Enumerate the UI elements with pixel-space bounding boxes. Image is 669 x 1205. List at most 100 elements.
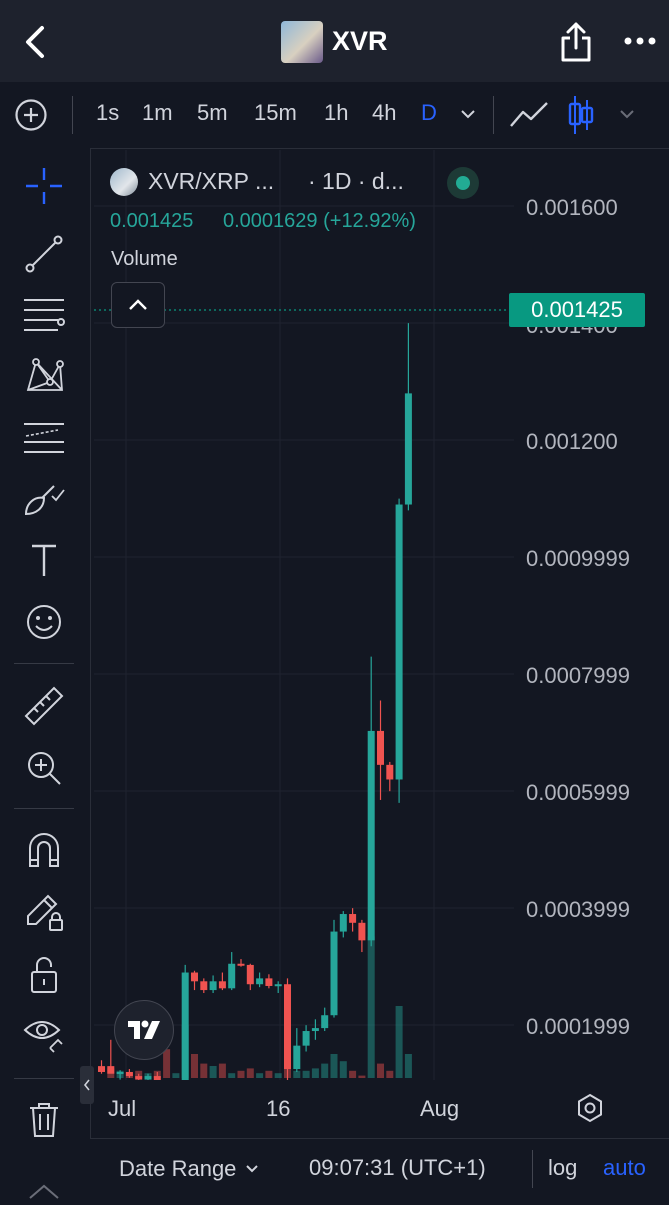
candle-body <box>321 1015 329 1029</box>
auto-scale-toggle[interactable]: auto <box>603 1155 646 1180</box>
volume-bar <box>209 1066 217 1078</box>
symbol-legend[interactable]: XVR/XRP ... · 1D · d... <box>110 166 490 200</box>
candle-body <box>135 1076 143 1080</box>
y-tick-label: 0.0001999 <box>526 1014 630 1039</box>
emoji-tool[interactable] <box>20 600 68 644</box>
lock-drawings-tool[interactable] <box>20 890 68 934</box>
candle-body <box>293 1045 301 1070</box>
timeframe-toolbar <box>0 82 669 149</box>
hide-drawings-tool[interactable] <box>20 1012 68 1056</box>
chart-type-dropdown[interactable] <box>617 104 637 124</box>
crosshair-tool[interactable] <box>20 164 68 208</box>
timeframe-1s[interactable]: 1s <box>96 100 120 125</box>
price-chart[interactable] <box>94 150 669 1080</box>
pencil-lock-icon <box>27 894 63 931</box>
candle-body <box>237 963 245 966</box>
collapse-legend-button[interactable] <box>111 282 165 328</box>
candle-body <box>228 963 236 989</box>
trash-icon <box>30 1103 58 1137</box>
timeframe-dropdown[interactable] <box>458 104 478 124</box>
fib-retracement-tool[interactable] <box>20 292 68 336</box>
volume-bar <box>330 1054 338 1078</box>
trend-line-tool[interactable] <box>20 232 68 276</box>
symbol-legend-avatar <box>110 168 138 196</box>
timeframe-4h[interactable]: 4h <box>372 100 397 125</box>
toolbar-separator <box>14 808 74 809</box>
candle-body <box>367 730 375 941</box>
market-status-dot <box>447 167 479 199</box>
text-icon <box>32 544 56 576</box>
brush-tool[interactable] <box>20 476 68 520</box>
delete-drawings-tool[interactable] <box>20 1098 68 1142</box>
interval-label: · 1D · d... <box>308 168 404 194</box>
x-tick-label: 16 <box>266 1096 291 1121</box>
candles-chart-button[interactable] <box>566 94 596 136</box>
toolbar-divider <box>493 96 494 134</box>
candle-body <box>404 393 412 505</box>
candle-body <box>200 981 208 991</box>
zoom-tool[interactable] <box>20 746 68 790</box>
y-tick-label: 0.0007999 <box>526 663 630 688</box>
pattern-tool[interactable] <box>20 354 68 398</box>
volume-bar <box>265 1070 273 1078</box>
bottom-toolbar <box>90 1138 669 1201</box>
clock-timezone[interactable]: 09:07:31 (UTC+1) <box>309 1155 486 1180</box>
candle-body <box>98 1066 105 1072</box>
volume-bar <box>349 1070 357 1078</box>
candle-body <box>358 922 366 941</box>
candle-body <box>339 914 347 932</box>
candle-body <box>284 984 291 1070</box>
timeframe-1h[interactable]: 1h <box>324 100 349 125</box>
line-chart-button[interactable] <box>508 98 550 132</box>
timeframe-15m[interactable]: 15m <box>254 100 297 125</box>
volume-bar <box>367 936 375 1078</box>
chevron-down-icon <box>461 110 475 119</box>
volume-bar <box>358 1075 366 1078</box>
trend-line-icon <box>25 235 63 273</box>
volume-bar <box>191 1054 198 1078</box>
candle-body <box>191 972 198 982</box>
bottom-divider <box>532 1150 533 1188</box>
x-tick-label: Aug <box>420 1096 460 1121</box>
volume-bar <box>218 1063 226 1078</box>
unlock-icon <box>31 957 57 993</box>
back-button[interactable] <box>18 22 54 62</box>
top-app-bar: XVR <box>0 0 669 82</box>
candle-body <box>330 931 338 1016</box>
volume-bar <box>256 1073 264 1078</box>
text-tool[interactable] <box>20 538 68 582</box>
chevron-down-icon <box>246 1165 259 1173</box>
pattern-icon <box>26 358 64 391</box>
log-scale-toggle[interactable]: log <box>548 1155 578 1180</box>
collapse-toolbar-handle[interactable] <box>80 1066 94 1104</box>
forecasting-tool[interactable] <box>20 416 68 460</box>
measure-tool[interactable] <box>20 684 68 728</box>
volume-bar <box>293 1070 301 1078</box>
timeframe-d[interactable]: D <box>421 100 437 125</box>
magnet-tool[interactable] <box>20 828 68 872</box>
forecast-icon <box>24 423 64 453</box>
y-tick-label: 0.0003999 <box>526 897 630 922</box>
candle-body <box>107 1066 115 1074</box>
fib-retracement-icon <box>24 299 65 331</box>
candle-body <box>246 964 254 985</box>
volume-bar <box>395 1006 403 1078</box>
y-tick-label: 0.001600 <box>526 195 618 220</box>
chart-settings-button[interactable] <box>574 1092 606 1124</box>
unlock-tool[interactable] <box>20 952 68 996</box>
candle-body <box>265 978 273 986</box>
expand-toolbar-button[interactable] <box>20 1178 68 1200</box>
brush-icon <box>24 485 65 516</box>
add-indicator-button[interactable] <box>14 98 48 132</box>
more-button[interactable] <box>622 30 658 52</box>
timeframe-5m[interactable]: 5m <box>197 100 228 125</box>
candle-body <box>153 1076 161 1080</box>
tradingview-logo[interactable] <box>114 1000 174 1060</box>
timeframe-1m[interactable]: 1m <box>142 100 173 125</box>
tradingview-icon <box>128 1020 160 1039</box>
volume-bar <box>302 1070 310 1078</box>
date-range-button[interactable]: Date Range <box>119 1155 260 1183</box>
legend-price: 0.001425 <box>110 210 194 232</box>
settings-icon <box>578 1093 602 1123</box>
share-button[interactable] <box>558 20 594 64</box>
